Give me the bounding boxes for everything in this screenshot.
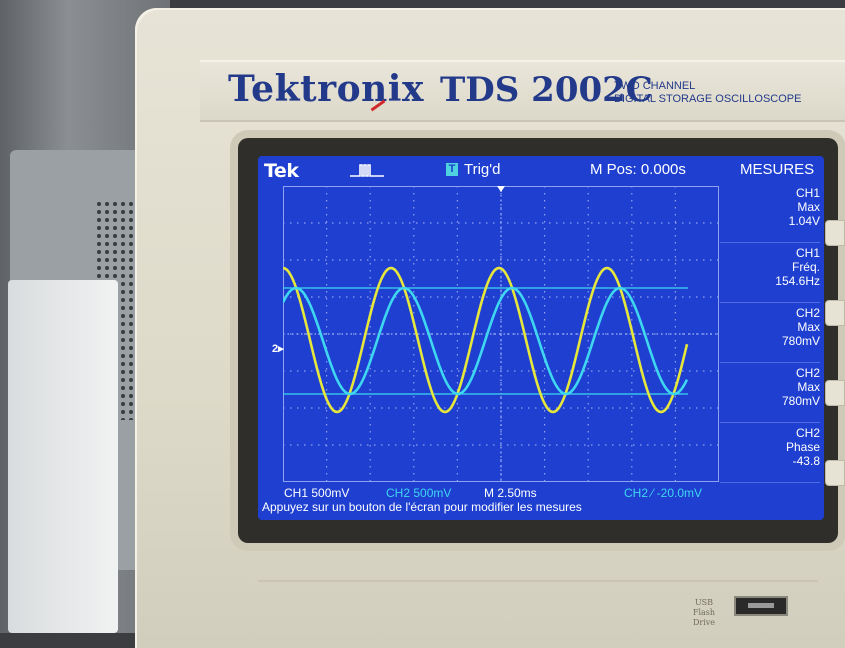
side-button-2[interactable]	[825, 300, 845, 326]
tek-logo: Tek	[264, 160, 299, 182]
measure-5-value: -43.8	[792, 454, 820, 468]
usb-port[interactable]	[734, 596, 788, 616]
model-description: TWO CHANNEL DIGITAL STORAGE OSCILLOSCOPE	[614, 80, 844, 106]
ch1-scale: CH1 500mV	[284, 486, 350, 500]
trigger-badge: T	[446, 163, 458, 176]
ch2-scale: CH2 500mV	[386, 486, 452, 500]
trigger-status: Trig'd	[464, 161, 501, 178]
measure-4-type: Max	[797, 380, 820, 394]
side-button-3[interactable]	[825, 380, 845, 406]
usb-label-line2: Flash Drive	[692, 608, 716, 627]
measure-button-4[interactable]: CH2 Max 780mV	[720, 366, 820, 423]
channel-settings-bar: CH1 500mV CH2 500mV M 2.50ms CH2 ⁄ -20.0…	[258, 484, 824, 502]
measure-1-value: 1.04V	[788, 214, 820, 228]
brand-strip	[200, 60, 845, 122]
measure-2-source: CH1	[795, 246, 820, 260]
measure-button-2[interactable]: CH1 Fréq. 154.6Hz	[720, 246, 820, 303]
usb-label-line1: USB	[694, 598, 714, 607]
background-white-panel	[8, 280, 118, 633]
model-description-line1: TWO CHANNEL	[614, 80, 696, 92]
measure-5-source: CH2	[795, 426, 820, 440]
model-name: TDS 2002C	[440, 70, 653, 110]
model-description-line2: DIGITAL STORAGE OSCILLOSCOPE	[614, 93, 802, 105]
usb-label: USB Flash Drive	[684, 598, 724, 628]
menu-title: MESURES	[740, 161, 815, 178]
measure-5-type: Phase	[785, 440, 820, 454]
ch2-ground-marker: 2▸	[272, 343, 284, 355]
hint-message: Appuyez sur un bouton de l'écran pour mo…	[262, 500, 582, 514]
acquisition-icon	[350, 164, 384, 177]
measure-3-type: Max	[797, 320, 820, 334]
measure-1-source: CH1	[795, 186, 820, 200]
graticule	[283, 186, 719, 482]
grid	[283, 186, 719, 482]
lower-panel	[258, 580, 818, 642]
side-button-4[interactable]	[825, 460, 845, 486]
timebase: M 2.50ms	[484, 486, 537, 500]
oscilloscope-screen: Tek T Trig'd M Pos: 0.000s MESURES 2▸ CH…	[258, 156, 824, 520]
brand-logo: Tektronix	[228, 68, 424, 110]
measure-2-value: 154.6Hz	[775, 274, 820, 288]
measure-2-type: Fréq.	[791, 260, 820, 274]
measure-4-source: CH2	[795, 366, 820, 380]
ch2-trace	[283, 286, 689, 396]
measure-button-5[interactable]: CH2 Phase -43.8	[720, 426, 820, 483]
trigger-setting: CH2 ⁄ -20.0mV	[624, 486, 703, 500]
measure-button-3[interactable]: CH2 Max 780mV	[720, 306, 820, 363]
measure-1-type: Max	[797, 200, 820, 214]
trigger-position-marker	[497, 186, 505, 192]
measure-button-1[interactable]: CH1 Max 1.04V	[720, 186, 820, 243]
measure-3-source: CH2	[795, 306, 820, 320]
horizontal-position: M Pos: 0.000s	[590, 161, 686, 178]
measure-3-value: 780mV	[781, 334, 820, 348]
traces	[283, 266, 689, 414]
status-bar: Tek T Trig'd M Pos: 0.000s MESURES	[258, 156, 824, 184]
side-button-1[interactable]	[825, 220, 845, 246]
measurement-menu: CH1 Max 1.04V CH1 Fréq. 154.6Hz CH2 Max …	[720, 186, 824, 486]
measure-4-value: 780mV	[781, 394, 820, 408]
ch1-trace	[283, 266, 689, 414]
